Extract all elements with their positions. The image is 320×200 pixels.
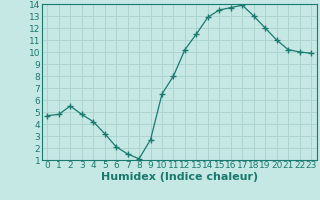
X-axis label: Humidex (Indice chaleur): Humidex (Indice chaleur)	[100, 172, 258, 182]
